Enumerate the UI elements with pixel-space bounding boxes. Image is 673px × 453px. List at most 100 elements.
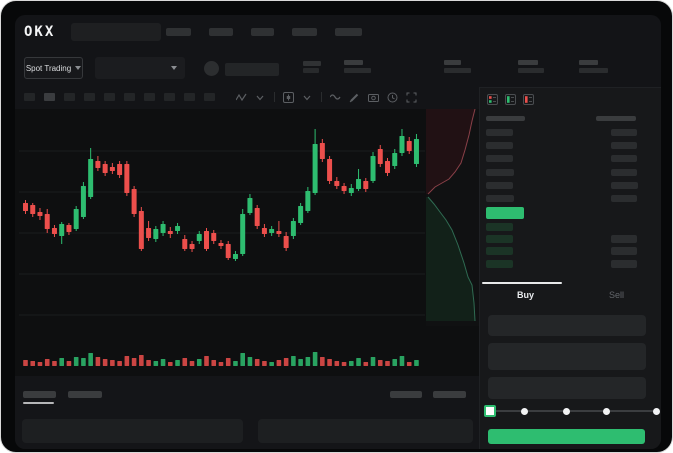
pair-selector-dropdown[interactable] — [95, 57, 185, 79]
volume-bar — [349, 361, 354, 366]
trading-app-window: OKX Spot Trading — [15, 15, 661, 449]
timeframe-button[interactable] — [164, 93, 175, 101]
tab-sell[interactable]: Sell — [608, 290, 624, 300]
volume-bar — [59, 358, 64, 366]
chart-tools — [236, 91, 417, 103]
timeframe-button[interactable] — [184, 93, 195, 101]
bottom-active-tab-underline — [23, 402, 54, 404]
volume-bar — [233, 361, 238, 366]
tab-buy[interactable]: Buy — [516, 290, 534, 300]
zigzag-icon[interactable] — [236, 92, 247, 103]
volume-bar — [160, 359, 166, 366]
chevron-down-icon[interactable] — [255, 92, 266, 103]
buy-button[interactable] — [488, 429, 645, 444]
candle — [240, 214, 246, 254]
volume-bar — [81, 358, 86, 366]
volume-bar — [291, 356, 296, 366]
bottom-tab-placeholder[interactable] — [68, 391, 102, 398]
bid-row-price[interactable] — [486, 235, 513, 244]
price-field[interactable] — [488, 315, 646, 336]
candle — [80, 186, 86, 217]
indicator-icon[interactable] — [283, 91, 294, 103]
slider-step-dot[interactable] — [562, 407, 570, 415]
slider-step-dot[interactable] — [652, 407, 660, 415]
timeframe-button[interactable] — [104, 93, 115, 101]
price-sub-placeholder — [303, 68, 319, 73]
volume-bar — [182, 358, 188, 366]
volume-bar — [283, 358, 289, 366]
candle — [392, 153, 398, 166]
timeframe-button[interactable] — [84, 93, 95, 101]
slider-step-dot[interactable] — [602, 407, 610, 415]
last-price-bar — [486, 207, 524, 219]
price-placeholder — [303, 61, 321, 66]
timeframe-button[interactable] — [144, 93, 155, 101]
candle — [312, 144, 318, 193]
volume-bar — [392, 359, 398, 366]
bottom-action-placeholder[interactable] — [433, 391, 466, 398]
bottom-content-box — [258, 419, 473, 443]
slider-handle[interactable] — [484, 405, 496, 417]
volume-bar — [218, 362, 224, 366]
market-type-dropdown[interactable]: Spot Trading — [24, 57, 83, 79]
total-field[interactable] — [488, 377, 646, 399]
okx-logo[interactable]: OKX — [24, 24, 56, 40]
nav-item-placeholder[interactable] — [166, 28, 191, 36]
orderbook-asks-icon[interactable] — [523, 94, 534, 105]
slider-step-dot[interactable] — [521, 407, 529, 415]
nav-item-placeholder[interactable] — [251, 28, 274, 36]
ask-row-price[interactable] — [486, 181, 513, 189]
toolbar-divider — [321, 92, 322, 102]
candle — [290, 221, 296, 236]
nav-item-placeholder[interactable] — [292, 28, 317, 36]
candle — [102, 164, 108, 173]
bottom-tab-placeholder[interactable] — [23, 391, 56, 398]
candle — [385, 161, 390, 173]
timeframe-button[interactable] — [44, 93, 55, 101]
volume-bar — [225, 358, 231, 366]
wave-icon[interactable] — [330, 92, 341, 103]
ask-row-price[interactable] — [486, 168, 514, 176]
ask-row-price[interactable] — [486, 142, 513, 150]
chevron-down-icon[interactable] — [302, 92, 313, 103]
candle — [66, 225, 72, 232]
clock-icon[interactable] — [387, 92, 398, 103]
bid-row-price[interactable] — [486, 247, 513, 256]
amount-slider[interactable] — [490, 410, 656, 412]
bottom-action-placeholder[interactable] — [390, 391, 422, 398]
bottom-panel — [15, 376, 479, 449]
candle — [109, 167, 115, 171]
ask-row-price[interactable] — [486, 195, 514, 202]
amount-field[interactable] — [488, 343, 646, 370]
depth-chart[interactable] — [426, 109, 479, 326]
candle — [124, 164, 130, 193]
timeframe-button[interactable] — [64, 93, 75, 101]
orderbook-split-icon[interactable] — [487, 94, 498, 105]
volume-bar — [66, 361, 72, 366]
candlestick-chart[interactable] — [19, 109, 425, 373]
market-type-label: Spot Trading — [25, 63, 72, 73]
pencil-icon[interactable] — [349, 92, 360, 103]
camera-icon[interactable] — [368, 92, 379, 103]
candle — [305, 191, 311, 211]
candle — [334, 181, 340, 186]
search-input[interactable] — [71, 23, 161, 41]
nav-item-placeholder[interactable] — [209, 28, 233, 36]
ask-row-price[interactable] — [486, 155, 513, 163]
ticker-label-placeholder — [579, 60, 598, 65]
bid-row-price[interactable] — [486, 223, 513, 231]
bid-row-amount — [611, 259, 637, 268]
timeframe-button[interactable] — [204, 93, 215, 101]
candle — [319, 143, 325, 159]
expand-icon[interactable] — [406, 92, 417, 103]
candle — [218, 243, 224, 246]
orderbook-bids-icon[interactable] — [505, 94, 516, 105]
bid-row-price[interactable] — [486, 259, 513, 268]
volume-bar — [370, 357, 376, 366]
timeframe-button[interactable] — [124, 93, 135, 101]
volume-bar — [88, 353, 93, 366]
ask-row-price[interactable] — [486, 129, 513, 136]
nav-item-placeholder[interactable] — [335, 28, 362, 36]
volume-bar — [73, 357, 79, 366]
timeframe-button[interactable] — [24, 93, 35, 101]
